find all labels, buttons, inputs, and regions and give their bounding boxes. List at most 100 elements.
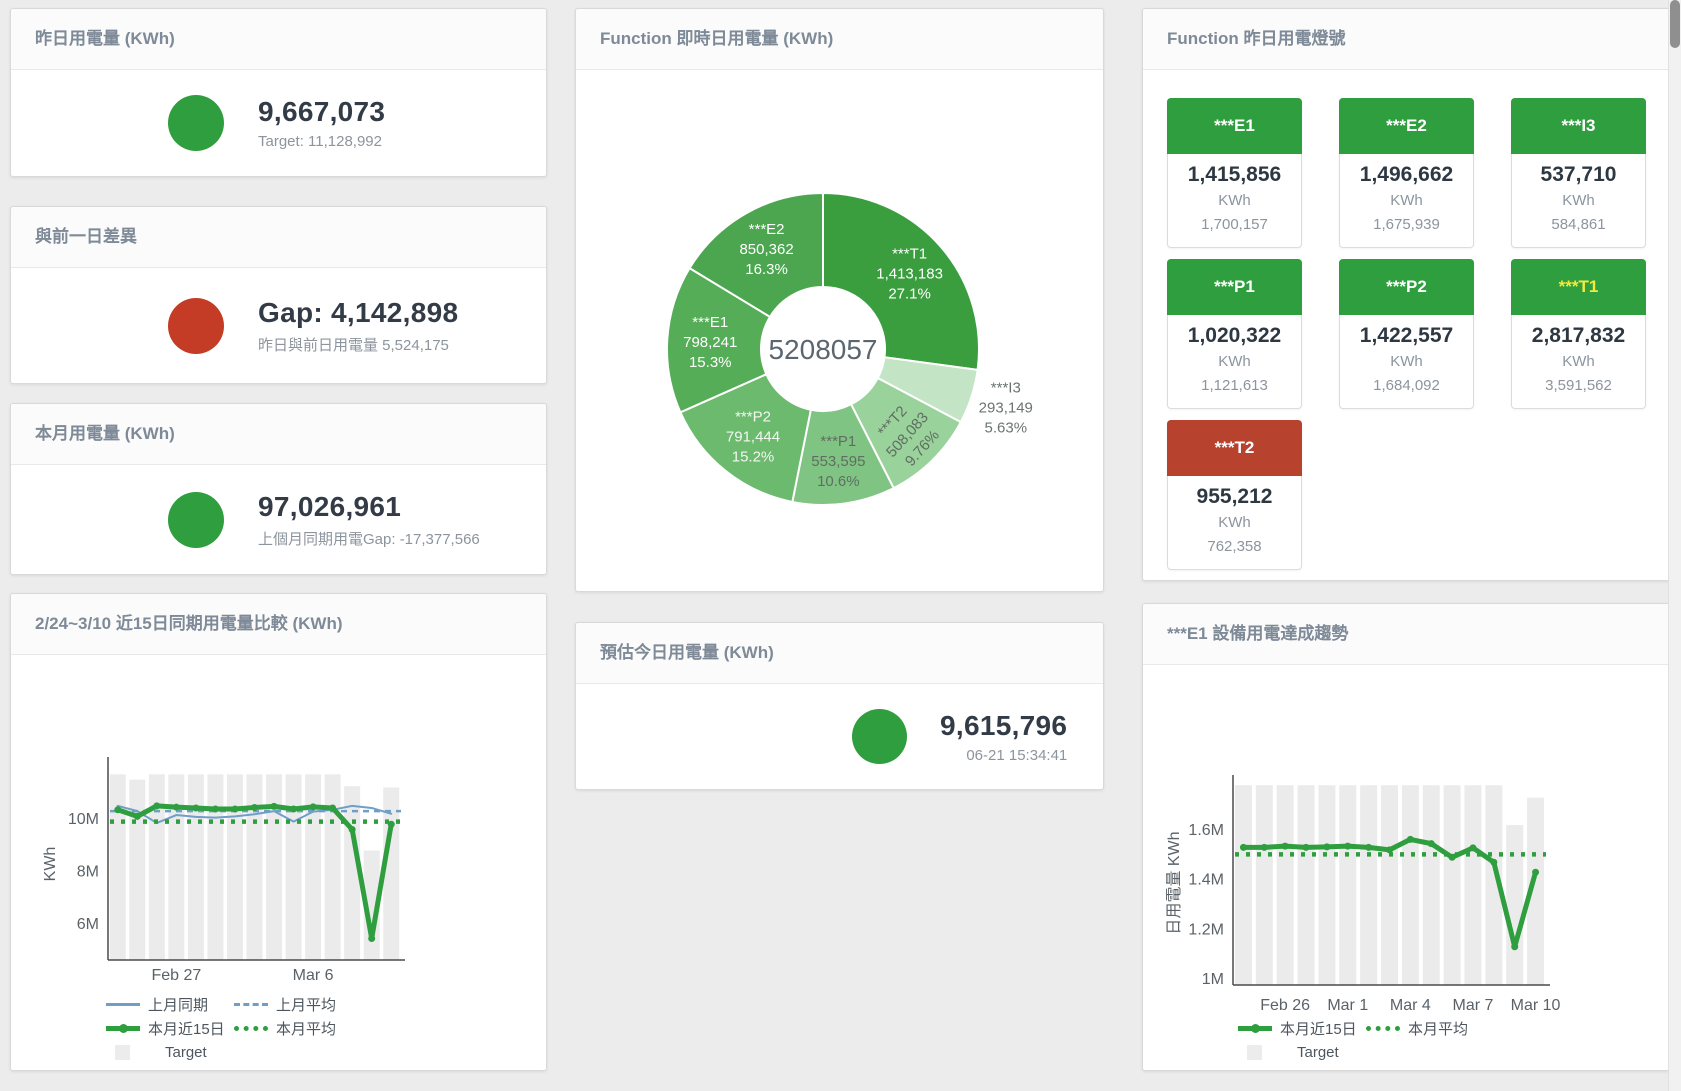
target-bar [1443, 785, 1461, 985]
tile-name: ***P2 [1339, 259, 1474, 315]
panel-title[interactable]: ***E1 設備用電達成趨勢 [1143, 604, 1670, 665]
data-point [1344, 842, 1352, 850]
tile-target: 1,675,939 [1373, 216, 1440, 233]
green-circle-icon [852, 709, 907, 764]
compare15-legend: 上月同期 上月平均 本月近15日 本月平均 Target [106, 993, 336, 1065]
target-bar [324, 774, 341, 960]
tile-value: 955,212 [1196, 485, 1273, 508]
stat-value: 9,667,073 [258, 96, 386, 127]
tile-target: 762,358 [1207, 538, 1262, 555]
donut-slice-label: ***T1 1,413,183 27.1% [876, 245, 943, 302]
data-point [387, 820, 395, 828]
arrow-up-circle-icon [15, 272, 224, 354]
tile-target: 1,684,092 [1373, 377, 1440, 394]
legend-label: 本月近15日 [1280, 1020, 1357, 1038]
stat-value: 97,026,961 [258, 490, 402, 522]
data-point [251, 803, 258, 811]
data-point [1239, 843, 1247, 851]
stat-detail: 昨日與前日用電量 5,524,175 [258, 336, 449, 354]
panel-diff-prev-day: 與前一日差異 Gap: 4,142,898 昨日與前日用電量 5,524,175 [10, 206, 547, 384]
panel-title[interactable]: 本月用電量 (KWh) [11, 404, 546, 465]
panel-title[interactable]: Function 即時日用電量 (KWh) [576, 9, 1103, 70]
donut-slice-T1[interactable] [822, 191, 980, 371]
tile-unit: KWh [1562, 353, 1595, 370]
data-point [1448, 853, 1456, 861]
stat-detail: 上個月同期用電Gap: -17,377,566 [258, 530, 480, 548]
panel-title[interactable]: 與前一日差異 [11, 207, 546, 268]
donut-slice-P2[interactable] [679, 372, 812, 504]
svg-text:1.2M: 1.2M [1188, 921, 1224, 938]
light-tile-P2: ***P2 1,422,557 KWh 1,684,092 [1339, 259, 1474, 409]
target-bar [246, 774, 263, 960]
target-bar [1464, 785, 1482, 985]
donut-slice-E2[interactable] [688, 191, 824, 319]
legend-square-icon [115, 1044, 130, 1060]
data-point [1386, 846, 1393, 854]
svg-text:***E2: ***E2 [749, 221, 785, 238]
stat-value: Gap: 4,142,898 [258, 296, 459, 328]
data-point [1511, 943, 1519, 951]
legend-thick-icon [1238, 1023, 1272, 1033]
stat-estimate-today: 9,615,796 06-21 15:34:41 [576, 684, 1103, 789]
legend-dot-icon [234, 1025, 268, 1031]
donut-slice-label: ***P1 553,595 10.6% [811, 433, 865, 490]
tile-name: ***E2 [1339, 98, 1474, 154]
data-point [1365, 843, 1373, 851]
target-bar [1401, 785, 1419, 985]
data-point [172, 803, 180, 811]
svg-text:Mar 1: Mar 1 [1327, 997, 1368, 1014]
svg-text:日用電量 KWh: 日用電量 KWh [1166, 831, 1183, 934]
svg-text:15.2%: 15.2% [732, 448, 775, 465]
svg-text:***P2: ***P2 [735, 408, 771, 425]
panel-title[interactable]: 2/24~3/10 近15日同期用電量比較 (KWh) [11, 594, 546, 655]
legend-item[interactable]: Target [1238, 1044, 1339, 1061]
target-bar [1234, 785, 1252, 985]
data-point [1302, 843, 1310, 851]
legend-label: 本月平均 [1408, 1020, 1469, 1038]
legend-item[interactable]: 本月近15日 [1238, 1018, 1366, 1039]
tile-unit: KWh [1390, 192, 1423, 209]
tile-name: ***T1 [1511, 259, 1646, 315]
target-bar [1339, 785, 1357, 985]
green-circle-icon [168, 95, 224, 151]
svg-text:27.1%: 27.1% [888, 285, 931, 302]
light-tile-T1: ***T1 2,817,832 KWh 3,591,562 [1511, 259, 1646, 409]
legend-item[interactable]: 上月平均 [234, 994, 336, 1015]
legend-label: 本月近15日 [148, 1020, 225, 1038]
stat-timestamp: 06-21 15:34:41 [966, 746, 1068, 764]
data-point [1469, 844, 1477, 852]
target-bar [1318, 785, 1336, 985]
data-point [1427, 840, 1435, 848]
svg-text:1.4M: 1.4M [1188, 872, 1224, 889]
data-point [1532, 868, 1540, 876]
target-bar [1527, 797, 1545, 985]
legend-item[interactable]: Target [106, 1044, 207, 1061]
tile-name: ***E1 [1167, 98, 1302, 154]
panel-title[interactable]: Function 昨日用電燈號 [1143, 9, 1670, 70]
legend-item[interactable]: 本月平均 [1366, 1018, 1468, 1039]
svg-text:***P1: ***P1 [820, 433, 856, 450]
panel-title[interactable]: 預估今日用電量 (KWh) [576, 623, 1103, 684]
legend-item[interactable]: 本月平均 [234, 1018, 336, 1039]
svg-text:293,149: 293,149 [979, 400, 1033, 417]
donut-slice-label: ***E2 850,362 16.3% [739, 221, 793, 278]
donut-slice-label: ***I3 293,149 5.63% [979, 380, 1033, 437]
donut-center-total: 5208057 [768, 334, 877, 365]
legend-label: Target [165, 1043, 207, 1061]
arrow-up-icon [15, 272, 35, 292]
scrollbar-thumb[interactable] [1670, 0, 1680, 48]
panel-title[interactable]: 昨日用電量 (KWh) [11, 9, 546, 70]
tile-unit: KWh [1562, 192, 1595, 209]
arrow-down-circle-icon [15, 469, 224, 548]
svg-text:KWh: KWh [42, 847, 59, 882]
target-bar [1422, 785, 1440, 985]
donut-slice-label: ***E1 798,241 15.3% [683, 314, 737, 371]
legend-item[interactable]: 本月近15日 [106, 1018, 234, 1039]
donut-slice-E1[interactable] [666, 266, 772, 414]
svg-text:850,362: 850,362 [739, 241, 793, 258]
vertical-scrollbar[interactable] [1668, 0, 1681, 1091]
legend-item[interactable]: 上月同期 [106, 994, 234, 1015]
svg-text:16.3%: 16.3% [745, 261, 788, 278]
svg-text:1M: 1M [1202, 971, 1224, 988]
legend-line-icon [106, 1002, 140, 1006]
